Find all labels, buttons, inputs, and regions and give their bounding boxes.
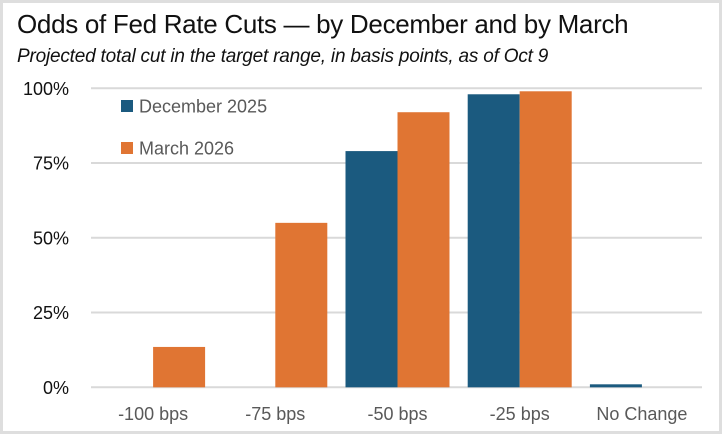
legend-label: March 2026: [139, 139, 234, 159]
bar-march: [519, 91, 572, 388]
y-tick-label: 25%: [33, 303, 69, 323]
legend-swatch: [121, 100, 133, 112]
y-tick-label: 0%: [43, 378, 69, 398]
x-tick-label: -75 bps: [245, 404, 305, 424]
x-tick-label: -25 bps: [490, 404, 550, 424]
x-tick-label: -50 bps: [367, 404, 427, 424]
bar-december: [589, 384, 642, 388]
legend-label: December 2025: [139, 97, 267, 117]
bar-march: [275, 222, 328, 388]
bar-march: [153, 346, 206, 388]
x-tick-label: -100 bps: [118, 404, 188, 424]
y-tick-label: 75%: [33, 154, 69, 174]
legend-swatch: [121, 142, 133, 154]
bar-december: [467, 94, 520, 388]
bar-december: [345, 151, 398, 388]
bar-march: [397, 112, 450, 388]
chart-subtitle: Projected total cut in the target range,…: [17, 46, 549, 67]
x-tick-label: No Change: [596, 404, 687, 424]
chart-title: Odds of Fed Rate Cuts — by December and …: [17, 9, 629, 39]
y-tick-label: 50%: [33, 228, 69, 248]
y-tick-label: 100%: [23, 79, 69, 99]
